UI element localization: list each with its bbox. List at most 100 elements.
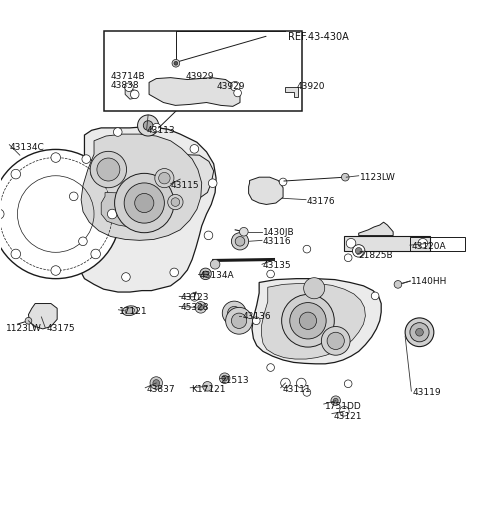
Circle shape (297, 378, 306, 388)
Polygon shape (359, 222, 393, 236)
Circle shape (190, 293, 199, 301)
Circle shape (195, 302, 206, 313)
Circle shape (355, 248, 362, 254)
Polygon shape (149, 78, 240, 106)
Circle shape (222, 301, 246, 325)
Circle shape (226, 307, 252, 334)
Circle shape (0, 209, 4, 219)
Text: 1123LW: 1123LW (360, 173, 396, 182)
Circle shape (267, 364, 275, 372)
Circle shape (352, 244, 365, 257)
Bar (104, 31, 302, 111)
Circle shape (138, 115, 158, 136)
Text: 43119: 43119 (412, 388, 441, 397)
Circle shape (344, 380, 352, 388)
Text: 1751DD: 1751DD (325, 402, 362, 411)
Circle shape (331, 396, 340, 405)
Circle shape (190, 145, 199, 153)
Circle shape (198, 305, 204, 310)
Circle shape (131, 90, 139, 99)
Text: 43175: 43175 (46, 324, 75, 333)
Circle shape (11, 169, 21, 179)
Circle shape (322, 326, 350, 355)
Circle shape (290, 303, 326, 339)
Circle shape (171, 198, 180, 207)
Circle shape (208, 179, 217, 187)
Circle shape (230, 81, 240, 91)
Circle shape (124, 183, 164, 223)
Circle shape (410, 323, 429, 342)
Circle shape (158, 172, 170, 184)
Text: 1430JB: 1430JB (263, 228, 295, 237)
Text: 43176: 43176 (307, 197, 336, 206)
Text: 43115: 43115 (170, 181, 199, 190)
Circle shape (267, 270, 275, 278)
Circle shape (231, 233, 249, 250)
Text: 43121: 43121 (333, 412, 362, 420)
Polygon shape (167, 154, 214, 201)
Text: 43136: 43136 (242, 312, 271, 321)
Circle shape (91, 249, 100, 259)
Text: 21513: 21513 (220, 376, 249, 385)
Circle shape (0, 149, 120, 279)
Text: 43113: 43113 (147, 126, 175, 135)
Circle shape (341, 173, 349, 181)
Text: 17121: 17121 (120, 307, 148, 316)
Circle shape (152, 124, 161, 132)
Circle shape (155, 169, 174, 188)
Circle shape (204, 231, 213, 240)
Polygon shape (28, 304, 57, 329)
Circle shape (144, 121, 153, 130)
Circle shape (150, 377, 162, 389)
Circle shape (304, 278, 324, 299)
Circle shape (339, 406, 349, 416)
Circle shape (168, 195, 183, 210)
Text: 43134A: 43134A (199, 271, 234, 280)
Circle shape (418, 238, 428, 248)
Circle shape (371, 292, 379, 299)
Circle shape (203, 271, 208, 277)
Circle shape (135, 194, 154, 213)
Circle shape (125, 83, 133, 91)
Text: 43929: 43929 (216, 82, 245, 91)
Circle shape (252, 317, 260, 324)
Circle shape (222, 375, 228, 381)
Text: 43134C: 43134C (9, 143, 44, 152)
Circle shape (25, 318, 32, 324)
Circle shape (115, 173, 174, 233)
Circle shape (97, 158, 120, 181)
Circle shape (234, 89, 241, 97)
Circle shape (51, 153, 60, 162)
Circle shape (91, 169, 100, 179)
Ellipse shape (125, 308, 135, 313)
Bar (410, 238, 465, 251)
Circle shape (405, 318, 434, 347)
Text: 1140HH: 1140HH (411, 278, 448, 286)
Circle shape (303, 389, 311, 396)
Text: 43929: 43929 (185, 72, 214, 81)
Polygon shape (286, 87, 299, 97)
Circle shape (113, 128, 122, 136)
Polygon shape (101, 193, 153, 227)
Circle shape (172, 60, 180, 67)
Circle shape (282, 294, 334, 347)
Circle shape (235, 237, 245, 246)
Text: REF.43-430A: REF.43-430A (288, 32, 348, 42)
Circle shape (228, 306, 241, 320)
Circle shape (170, 268, 179, 277)
Circle shape (344, 254, 352, 262)
Text: 1123LW: 1123LW (5, 324, 41, 333)
Circle shape (327, 332, 344, 349)
Circle shape (303, 245, 311, 253)
Circle shape (210, 260, 220, 269)
Circle shape (231, 313, 247, 329)
Circle shape (70, 192, 78, 201)
Polygon shape (73, 127, 216, 292)
Circle shape (300, 312, 317, 330)
Circle shape (394, 281, 402, 288)
Text: 45328: 45328 (180, 303, 209, 312)
Circle shape (79, 237, 87, 245)
Text: 43714B: 43714B (111, 72, 145, 81)
Circle shape (82, 155, 91, 163)
Text: 21825B: 21825B (359, 251, 393, 260)
